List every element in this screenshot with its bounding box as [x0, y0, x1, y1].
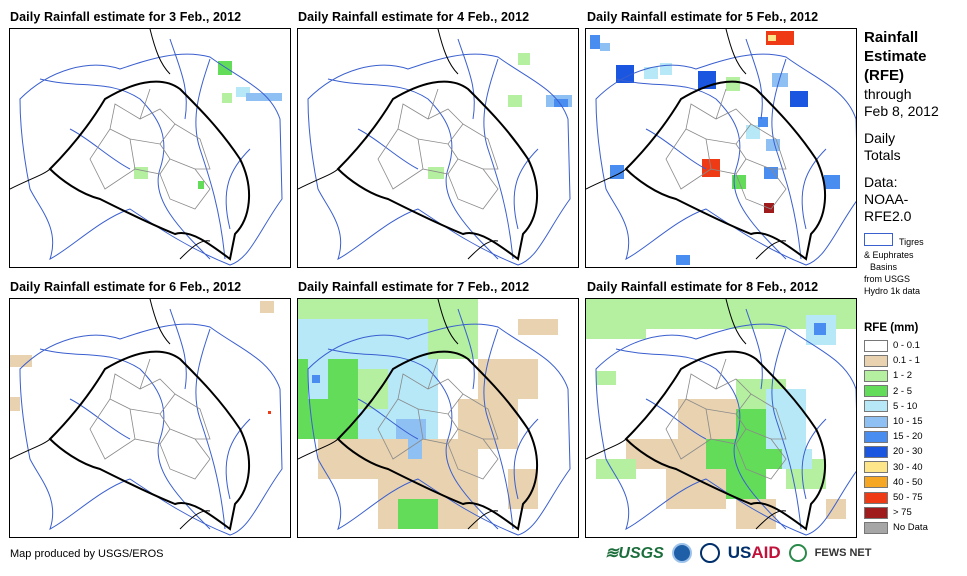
legend-swatch [864, 521, 888, 534]
map-panel-8feb [585, 298, 857, 538]
legend-title: RFE (mm) [864, 322, 919, 334]
map-panel-4feb [297, 28, 579, 268]
legend-swatch [864, 400, 888, 413]
partner-logos: ≋USGS USAID FEWS NET [605, 543, 872, 563]
usaid-logo-us: US [727, 543, 752, 562]
sidebar-totals: Totals [864, 147, 901, 163]
map-panel-7feb [297, 298, 579, 538]
legend-row: 40 - 50 [864, 476, 923, 489]
legend-swatch [864, 385, 888, 398]
sidebar-title-line-1: Rainfall [864, 29, 919, 46]
legend-row: 5 - 10 [864, 400, 917, 413]
legend-swatch [864, 506, 888, 519]
legend-label: 20 - 30 [893, 446, 923, 458]
legend-swatch [864, 354, 888, 367]
basin-legend-swatch [864, 233, 893, 246]
usaid-seal-icon [699, 543, 720, 563]
noaa-logo-icon [671, 543, 692, 563]
panel-title-8feb: Daily Rainfall estimate for 8 Feb., 2012 [587, 280, 819, 294]
rainfall-overlay [134, 61, 282, 189]
rainfall-overlay [428, 53, 572, 179]
sidebar-data-source-2: RFE2.0 [864, 208, 912, 224]
legend-label: 5 - 10 [893, 400, 918, 412]
legend-row: 1 - 2 [864, 369, 912, 382]
panel-title-3feb: Daily Rainfall estimate for 3 Feb., 2012 [10, 10, 242, 24]
rainfall-overlay [586, 299, 856, 529]
legend-row: 30 - 40 [864, 461, 923, 474]
map-panel-5feb [585, 28, 857, 268]
legend-row: 20 - 30 [864, 445, 923, 458]
usaid-logo-aid: AID [751, 543, 781, 562]
sidebar-data-label: Data: [864, 174, 898, 190]
sidebar-data-source-1: NOAA- [864, 191, 909, 207]
legend-row: No Data [864, 521, 928, 534]
legend-swatch [864, 491, 888, 504]
legend-label: > 75 [893, 507, 912, 519]
panel-title-5feb: Daily Rainfall estimate for 5 Feb., 2012 [587, 10, 819, 24]
legend-row: > 75 [864, 506, 912, 519]
map-panel-3feb [9, 28, 291, 268]
legend-label: 0 - 0.1 [893, 340, 920, 351]
legend-swatch [864, 476, 888, 489]
legend-label: 2 - 5 [893, 385, 913, 397]
legend-label: 30 - 40 [893, 461, 923, 473]
sidebar-daily: Daily [864, 130, 896, 146]
legend-label: 0.1 - 1 [893, 355, 920, 367]
rainfall-overlay [590, 31, 840, 265]
legend-label: 1 - 2 [893, 370, 913, 382]
panel-title-6feb: Daily Rainfall estimate for 6 Feb., 2012 [10, 280, 242, 294]
sidebar-title-line-3: (RFE) [864, 67, 904, 84]
basin-legend-line-5: Hydro 1k data [864, 286, 921, 296]
legend-label: No Data [893, 522, 928, 534]
legend-label: 40 - 50 [893, 476, 923, 488]
legend-row: 2 - 5 [864, 385, 912, 398]
legend-label: 15 - 20 [893, 431, 923, 443]
rainfall-overlay [298, 299, 578, 537]
legend-swatch [864, 369, 888, 382]
legend-swatch [864, 339, 888, 352]
sidebar-through-date: Feb 8, 2012 [864, 103, 939, 119]
legend-row: 10 - 15 [864, 415, 923, 428]
usaid-logo: USAID [728, 543, 781, 563]
legend-swatch [864, 415, 888, 428]
fews-net-logo: FEWS NET [814, 547, 872, 559]
fews-net-mark-icon [788, 544, 807, 562]
panel-title-7feb: Daily Rainfall estimate for 7 Feb., 2012 [298, 280, 530, 294]
map-credit: Map produced by USGS/EROS [10, 548, 164, 560]
basin-legend-line-1: Tigres [899, 237, 924, 247]
legend-swatch [864, 461, 888, 474]
usgs-logo: ≋USGS [605, 545, 664, 562]
legend-row: 15 - 20 [864, 430, 923, 443]
basin-legend-line-2: & Euphrates [864, 250, 914, 260]
map-panel-6feb [9, 298, 291, 538]
panel-title-4feb: Daily Rainfall estimate for 4 Feb., 2012 [298, 10, 530, 24]
legend-row: 0 - 0.1 [864, 339, 920, 352]
sidebar-title-line-2: Estimate [864, 48, 927, 65]
legend-swatch [864, 445, 888, 458]
sidebar-title: Rainfall Estimate (RFE) [864, 28, 927, 85]
legend-label: 10 - 15 [893, 416, 923, 427]
basin-legend-line-3: Basins [870, 262, 898, 272]
basin-legend-line-4: from USGS [864, 274, 911, 284]
sidebar-through: through [864, 86, 912, 102]
legend-row: 50 - 75 [864, 491, 923, 504]
legend-label: 50 - 75 [893, 492, 923, 503]
legend-swatch [864, 430, 888, 443]
legend-row: 0.1 - 1 [864, 354, 920, 367]
rainfall-overlay [10, 301, 274, 414]
